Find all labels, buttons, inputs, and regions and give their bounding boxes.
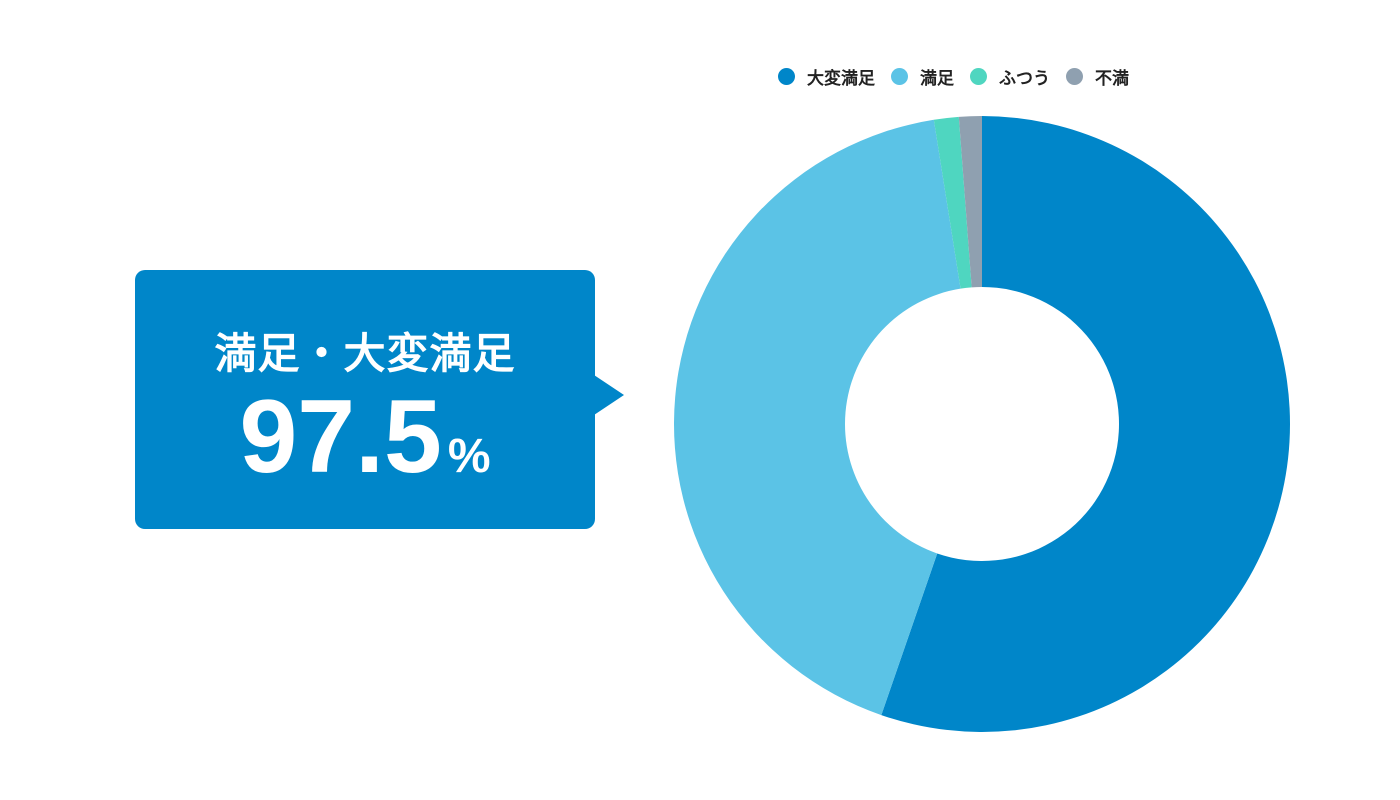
legend-item-very-satisfied: 大変満足 — [778, 64, 875, 89]
legend-swatch — [1066, 68, 1083, 85]
legend-label: 満足 — [920, 69, 954, 89]
callout-pointer — [594, 375, 624, 415]
legend-item-dissatisfied: 不満 — [1066, 64, 1129, 89]
legend-item-neutral: ふつう — [970, 64, 1050, 89]
slice-dissatisfied — [958, 116, 982, 288]
callout-unit: % — [447, 430, 491, 483]
callout-number: 97.5 — [239, 379, 442, 495]
legend-label: ふつう — [999, 69, 1050, 89]
summary-callout: 満足・大変満足 97.5% — [135, 270, 595, 529]
legend-swatch — [778, 68, 795, 85]
legend-item-satisfied: 満足 — [891, 64, 954, 89]
callout-label: 満足・大変満足 — [214, 329, 516, 378]
slice-neutral — [933, 116, 972, 289]
legend-swatch — [970, 68, 987, 85]
legend-swatch — [891, 68, 908, 85]
legend-label: 不満 — [1095, 69, 1129, 89]
legend-label: 大変満足 — [807, 69, 875, 89]
legend: 大変満足 満足 ふつう 不満 — [778, 64, 1145, 89]
slice-very-satisfied — [881, 116, 1291, 733]
callout-value: 97.5% — [135, 378, 595, 497]
slice-satisfied — [674, 119, 961, 716]
